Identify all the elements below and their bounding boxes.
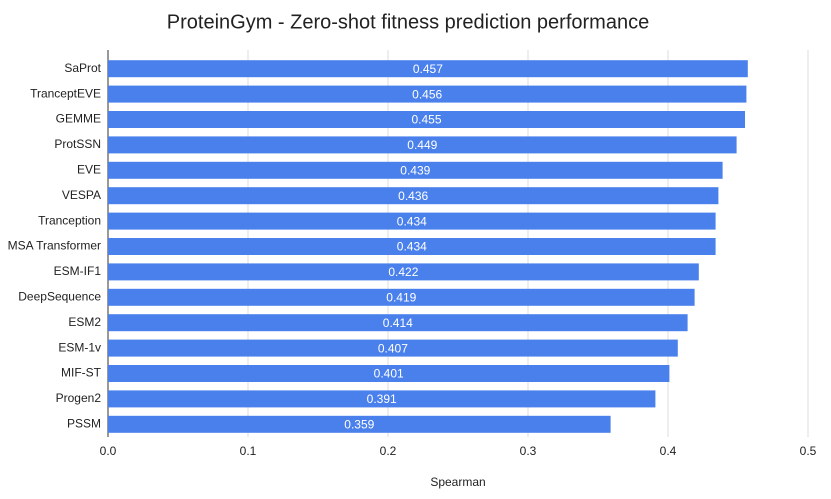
- y-tick-label: Tranception: [38, 213, 101, 227]
- value-label: 0.422: [388, 265, 418, 279]
- x-tick-label: 0.0: [100, 444, 117, 458]
- bar: [108, 415, 611, 433]
- value-label: 0.391: [367, 392, 397, 406]
- x-tick-label: 0.5: [800, 444, 817, 458]
- bar: [108, 288, 695, 306]
- value-label: 0.414: [383, 316, 413, 330]
- y-tick-label: Progen2: [56, 391, 102, 405]
- x-tick-label: 0.3: [520, 444, 537, 458]
- bar: [108, 314, 688, 332]
- y-tick-label: PSSM: [67, 416, 101, 430]
- bar: [108, 238, 716, 255]
- bar: [108, 263, 699, 281]
- value-label: 0.359: [344, 417, 374, 431]
- y-tick-label: SaProt: [64, 61, 101, 75]
- y-tick-label: GEMME: [56, 112, 101, 126]
- value-label: 0.407: [378, 341, 408, 355]
- bar: [108, 390, 656, 408]
- value-label: 0.419: [386, 290, 416, 304]
- y-tick-label: TranceptEVE: [30, 86, 101, 100]
- bar: [108, 365, 670, 382]
- y-tick-label: VESPA: [62, 188, 101, 202]
- value-label: 0.449: [407, 138, 437, 152]
- y-tick-label: DeepSequence: [18, 289, 101, 303]
- bar: [108, 212, 716, 230]
- y-tick-label: ProtSSN: [54, 137, 101, 151]
- x-axis-label: Spearman: [430, 475, 485, 489]
- value-label: 0.456: [412, 87, 442, 101]
- value-label: 0.455: [411, 113, 441, 127]
- bar: [108, 111, 745, 128]
- x-tick-label: 0.4: [660, 444, 677, 458]
- chart-title: ProteinGym - Zero-shot fitness predictio…: [167, 11, 649, 33]
- value-label: 0.436: [398, 189, 428, 203]
- value-label: 0.434: [397, 214, 427, 228]
- bar: [108, 60, 748, 78]
- x-tick-label: 0.2: [380, 444, 397, 458]
- y-tick-label: ESM-1v: [58, 340, 101, 354]
- value-label: 0.401: [374, 367, 404, 381]
- bar: [108, 136, 737, 154]
- bar: [108, 339, 678, 357]
- bar: [108, 85, 747, 103]
- value-label: 0.434: [397, 240, 427, 254]
- y-tick-label: MSA Transformer: [8, 239, 101, 253]
- value-label: 0.439: [400, 163, 430, 177]
- y-tick-label: EVE: [77, 162, 101, 176]
- y-tick-label: ESM-IF1: [54, 264, 102, 278]
- bar: [108, 161, 723, 179]
- y-tick-label: ESM2: [68, 315, 101, 329]
- x-tick-label: 0.1: [240, 444, 257, 458]
- y-tick-label: MIF-ST: [61, 366, 102, 380]
- value-label: 0.457: [413, 62, 443, 76]
- bar: [108, 187, 719, 205]
